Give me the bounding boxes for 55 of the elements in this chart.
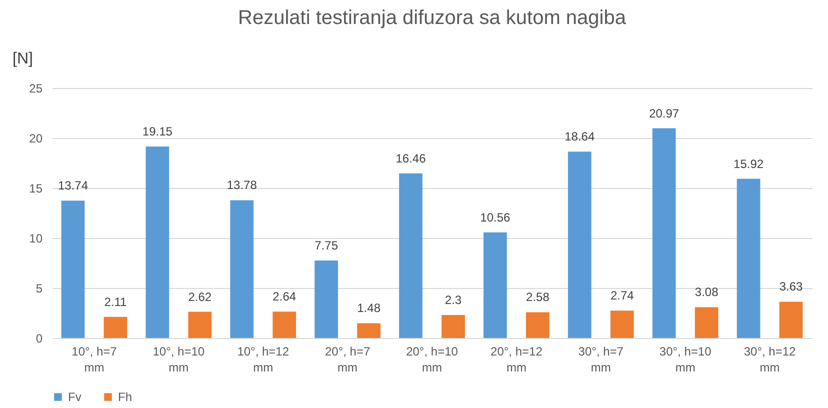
x-tick-label: 20°, h=10 mm bbox=[406, 344, 458, 374]
bar bbox=[272, 312, 296, 338]
x-tick-label: 10°, h=12 mm bbox=[237, 344, 290, 374]
bar bbox=[230, 200, 254, 338]
data-label: 2.64 bbox=[272, 290, 296, 304]
y-tick-label: 20 bbox=[29, 132, 43, 146]
data-label: 3.63 bbox=[779, 280, 804, 294]
data-label: 15.92 bbox=[734, 156, 764, 171]
data-label: 2.74 bbox=[610, 288, 634, 303]
y-tick-label: 0 bbox=[36, 332, 43, 346]
x-tick-label: 20°, h=12 mm bbox=[490, 344, 543, 374]
bar bbox=[736, 178, 760, 338]
data-label: 1.48 bbox=[357, 301, 381, 316]
x-tick-label: 10°, h=10 mm bbox=[152, 344, 205, 374]
bar bbox=[314, 260, 338, 338]
bar bbox=[399, 173, 422, 338]
data-label: 3.08 bbox=[694, 285, 719, 300]
bar bbox=[610, 310, 634, 338]
data-label: 2.62 bbox=[188, 290, 212, 304]
data-label: 16.46 bbox=[396, 151, 426, 166]
chart-title: Rezulati testiranja difuzora sa kutom nagiba bbox=[238, 7, 627, 29]
data-label: 19.15 bbox=[142, 124, 173, 138]
bar bbox=[357, 323, 380, 338]
bar bbox=[779, 302, 803, 338]
y-tick-label: 25 bbox=[29, 82, 43, 96]
bar bbox=[568, 152, 592, 338]
data-label: 18.64 bbox=[564, 130, 595, 144]
data-label: 13.74 bbox=[58, 178, 88, 193]
y-tick-label: 15 bbox=[29, 182, 43, 196]
x-tick-label: 20°, h=7 mm bbox=[324, 344, 370, 374]
bar bbox=[694, 307, 718, 338]
x-tick-label: 30°, h=12 mm bbox=[744, 344, 796, 374]
data-label: 20.97 bbox=[649, 106, 680, 120]
bar bbox=[146, 146, 170, 338]
bar bbox=[61, 200, 85, 338]
bar bbox=[442, 315, 465, 338]
data-label: 2.11 bbox=[104, 294, 128, 309]
data-label: 2.58 bbox=[526, 290, 550, 304]
data-label: 2.3 bbox=[444, 293, 462, 307]
data-label: 13.78 bbox=[226, 178, 258, 192]
bar bbox=[526, 312, 550, 338]
y-tick-label: 5 bbox=[36, 282, 43, 296]
bar bbox=[188, 312, 212, 338]
x-tick-label: 30°, h=10 mm bbox=[659, 344, 712, 374]
y-axis-title: [N] bbox=[12, 50, 33, 68]
bar bbox=[652, 128, 676, 338]
x-tick-label: 10°, h=7 mm bbox=[72, 344, 118, 374]
x-tick-label: 30°, h=7 mm bbox=[578, 344, 624, 374]
data-label: 10.56 bbox=[480, 210, 511, 224]
legend-label: Fh bbox=[118, 390, 132, 404]
legend-label: Fv bbox=[68, 390, 82, 404]
bar bbox=[484, 232, 507, 338]
data-label: 7.75 bbox=[314, 238, 338, 252]
bar bbox=[104, 316, 128, 338]
y-tick-label: 10 bbox=[29, 232, 43, 246]
